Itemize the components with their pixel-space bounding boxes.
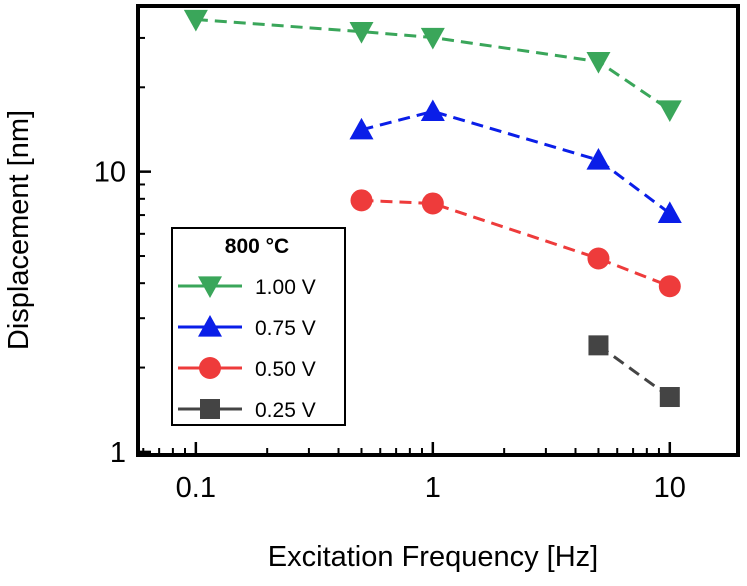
marker	[420, 27, 445, 50]
marker	[349, 22, 374, 44]
legend-label: 1.00 V	[255, 276, 316, 299]
marker	[659, 387, 680, 408]
x-tick-label: 0.1	[176, 472, 216, 504]
x-tick-label: 1	[425, 472, 441, 504]
marker	[421, 192, 444, 215]
plot-frame	[136, 4, 740, 457]
series-line	[361, 198, 671, 288]
marker	[349, 117, 374, 140]
y-tick-label: 1	[110, 437, 126, 469]
marker	[183, 9, 208, 32]
marker	[350, 189, 373, 212]
series-line	[361, 109, 671, 215]
legend-marker	[200, 399, 220, 419]
series-line	[597, 344, 671, 399]
legend-label: 0.50 V	[255, 358, 316, 381]
marker	[588, 335, 609, 356]
marker	[586, 148, 611, 170]
y-tick-label: 10	[94, 157, 126, 189]
marker	[420, 99, 445, 122]
legend-title: 800 °C	[225, 235, 289, 258]
y-axis-label: Displacement [nm]	[3, 110, 35, 350]
x-tick-label: 10	[654, 472, 686, 504]
legend-marker	[198, 315, 222, 337]
marker	[658, 275, 681, 298]
legend-marker	[198, 276, 222, 298]
x-axis-label: Excitation Frequency [Hz]	[268, 541, 598, 573]
marker	[657, 100, 682, 122]
legend-marker	[199, 357, 221, 379]
marker	[587, 247, 610, 270]
legend-label: 0.75 V	[255, 317, 316, 340]
marker	[586, 51, 611, 74]
legend-label: 0.25 V	[255, 399, 316, 422]
marker	[657, 201, 682, 223]
